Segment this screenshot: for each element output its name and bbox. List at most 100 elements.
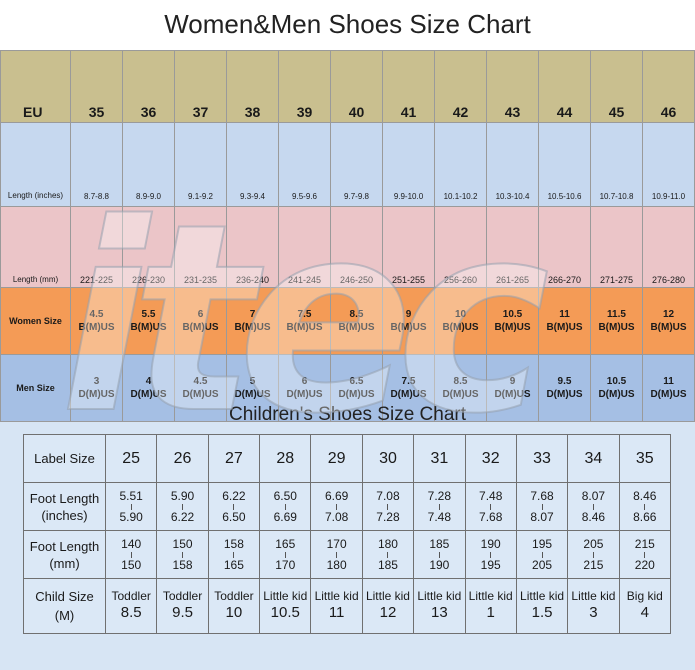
eu-size-cell: 44: [538, 50, 591, 123]
men-size-cell: 6 D(M)US: [278, 354, 331, 422]
label-size-cell: 30: [361, 434, 415, 483]
length-inches-cell: 10.9-11.0: [642, 122, 695, 207]
women-size-row: Women Size 4.5 B(M)US 5.5 B(M)US 6 B(M)US 7 B(M)…: [0, 287, 695, 355]
child-category: Little kid: [263, 589, 308, 603]
eu-size-cell: 41: [382, 50, 435, 123]
women-size-row-header: Women Size: [0, 287, 71, 355]
women-size-cell: 11.5 B(M)US: [590, 287, 643, 355]
foot-length-inches-cell: 8.46 8.66: [618, 482, 672, 531]
women-size-cell: 10.5 B(M)US: [486, 287, 539, 355]
women-size-cell: 11 B(M)US: [538, 287, 591, 355]
child-size-value: 1: [486, 604, 495, 621]
men-size-cell: 9.5 D(M)US: [538, 354, 591, 422]
child-size-value: 8.5: [120, 604, 142, 621]
eu-size-cell: 43: [486, 50, 539, 123]
length-mm-row: Length (mm) 221-225 226-230 231-235 236-240 2…: [0, 206, 695, 288]
length-inches-cell: 10.3-10.4: [486, 122, 539, 207]
foot-length-mm-cell-max: 215: [583, 557, 604, 572]
foot-length-mm-cell-min: 185: [429, 536, 450, 551]
foot-length-mm-cell-max: 185: [377, 557, 398, 572]
women-size-value: 6: [197, 309, 204, 320]
men-size-value: 9: [509, 376, 516, 387]
men-width-label: D(M)US: [442, 389, 479, 400]
men-size-value: 9.5: [557, 376, 572, 387]
foot-length-inches-row: Foot Length (inches) 5.51 5.90 5.90 6.22 6.22…: [23, 482, 672, 531]
foot-length-inches-cell-max: 6.22: [170, 509, 195, 524]
range-divider: [644, 551, 646, 558]
men-width-label: D(M)US: [78, 389, 115, 400]
range-divider: [438, 503, 440, 510]
foot-length-inches-cell: 8.07 8.46: [567, 482, 620, 531]
child-size-value: 11: [328, 604, 345, 621]
men-width-label: D(M)US: [338, 389, 375, 400]
length-inches-cell: 9.7-9.8: [330, 122, 383, 207]
foot-length-mm-cell-max: 180: [326, 557, 347, 572]
women-size-cell: 12 B(M)US: [642, 287, 695, 355]
range-divider: [284, 503, 286, 510]
women-width-label: B(M)US: [650, 322, 687, 333]
length-inches-row: Length (inches) 8.7-8.8 8.9-9.0 9.1-9.2 9.3-…: [0, 122, 695, 207]
child-category: Little kid: [468, 589, 513, 603]
foot-length-inches-cell-min: 6.69: [324, 488, 349, 503]
child-size-row-header: Child Size (M): [23, 578, 106, 634]
foot-length-inches-cell: 6.50 6.69: [259, 482, 312, 531]
child-category: Toddler: [162, 589, 203, 603]
length-mm-cell: 266-270: [538, 206, 591, 288]
label-size-row-header: Label Size: [23, 434, 106, 483]
men-size-value: 4.5: [193, 376, 208, 387]
foot-length-mm-cell-max: 205: [532, 557, 553, 572]
men-size-cell: 4 D(M)US: [122, 354, 175, 422]
adult-chart-title: Women&Men Shoes Size Chart: [0, 0, 695, 50]
women-size-value: 4.5: [89, 309, 104, 320]
women-width-label: B(M)US: [598, 322, 635, 333]
eu-size-cell: 45: [590, 50, 643, 123]
label-size-cell: 35: [618, 434, 672, 483]
men-size-cell: 5 D(M)US: [226, 354, 279, 422]
foot-length-inches-cell-max: 8.07: [530, 509, 554, 524]
foot-length-mm-row: Foot Length (mm) 140 150 150 158 158 165 165 170…: [23, 530, 672, 579]
range-divider: [438, 551, 440, 558]
adult-size-table: EU 35 36 37 38 39 40 41 42 43 44 45 46 Length (inches…: [0, 50, 695, 422]
foot-length-inches-cell: 7.28 7.48: [413, 482, 466, 531]
men-size-row: Men Size 3 D(M)US 4 D(M)US 4.5 D(M)US 5 D(M)US 6 D…: [0, 354, 695, 422]
child-size-cell: Toddler 10: [207, 578, 261, 634]
child-size-cell: Little kid 12: [361, 578, 415, 634]
label-size-cell: 31: [413, 434, 466, 483]
foot-length-mm-cell-max: 150: [121, 557, 142, 572]
length-mm-cell: 271-275: [590, 206, 643, 288]
women-size-value: 5.5: [141, 309, 156, 320]
foot-length-mm-cell: 205 215: [567, 530, 620, 579]
men-size-value: 4: [145, 376, 152, 387]
men-width-label: D(M)US: [546, 389, 583, 400]
length-inches-row-header: Length (inches): [0, 122, 71, 207]
men-width-label: D(M)US: [286, 389, 323, 400]
men-width-label: D(M)US: [130, 389, 167, 400]
foot-length-inches-cell-min: 7.48: [479, 488, 503, 503]
foot-length-mm-cell: 170 180: [310, 530, 363, 579]
foot-length-mm-cell: 215 220: [618, 530, 672, 579]
foot-length-mm-cell: 165 170: [259, 530, 312, 579]
foot-length-inches-cell-min: 5.51: [119, 488, 143, 503]
foot-length-inches-cell-max: 8.46: [581, 509, 606, 524]
men-size-row-header: Men Size: [0, 354, 71, 422]
women-width-label: B(M)US: [130, 322, 167, 333]
eu-size-row-header: EU: [0, 50, 71, 123]
child-size-cell: Big kid 4: [618, 578, 672, 634]
foot-length-mm-cell-max: 165: [223, 557, 244, 572]
child-size-value: 12: [379, 604, 397, 621]
eu-size-cell: 38: [226, 50, 279, 123]
women-size-value: 12: [662, 309, 675, 320]
foot-length-mm-cell-min: 165: [275, 536, 296, 551]
foot-length-mm-cell-min: 195: [532, 536, 553, 551]
men-size-cell: 3 D(M)US: [70, 354, 123, 422]
foot-length-inches-cell-min: 8.07: [581, 488, 606, 503]
range-divider: [182, 551, 184, 558]
range-divider: [336, 551, 338, 558]
men-width-label: D(M)US: [234, 389, 271, 400]
range-divider: [233, 551, 235, 558]
women-size-cell: 10 B(M)US: [434, 287, 487, 355]
men-size-cell: 7.5 D(M)US: [382, 354, 435, 422]
foot-length-inches-cell-max: 5.90: [119, 509, 143, 524]
length-mm-cell: 241-245: [278, 206, 331, 288]
child-size-cell: Little kid 1.5: [515, 578, 569, 634]
